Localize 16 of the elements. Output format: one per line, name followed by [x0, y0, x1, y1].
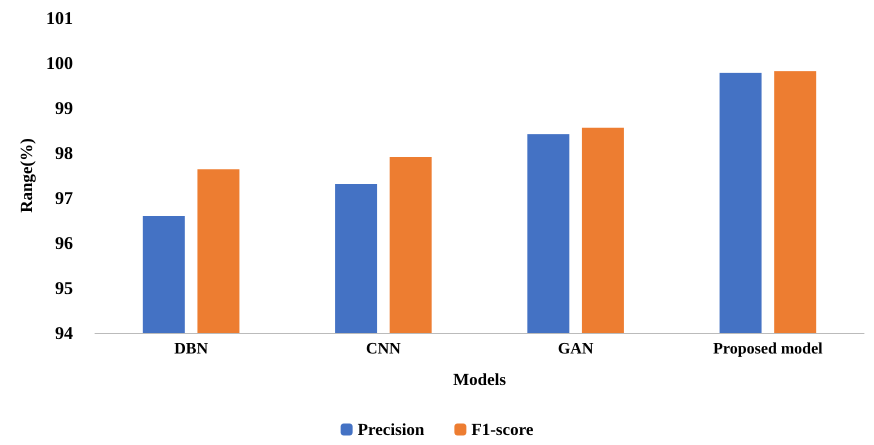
- y-tick-label: 101: [46, 8, 73, 28]
- y-tick-label: 95: [55, 278, 73, 298]
- x-tick-label: GAN: [558, 340, 594, 358]
- y-tick-label: 98: [55, 143, 73, 163]
- y-axis-title: Range(%): [17, 138, 36, 213]
- legend-label: F1-score: [471, 420, 534, 439]
- x-tick-label: DBN: [174, 340, 208, 358]
- x-tick-label: CNN: [366, 340, 402, 358]
- legend-label: Precision: [358, 420, 425, 439]
- x-tick-label: Proposed model: [713, 340, 824, 358]
- x-axis-title: Models: [453, 370, 506, 389]
- y-tick-label: 97: [55, 188, 73, 208]
- y-tick-label: 94: [55, 323, 73, 343]
- y-tick-label: 96: [55, 233, 73, 253]
- y-tick-label: 99: [55, 98, 73, 118]
- y-tick-label: 100: [46, 53, 73, 73]
